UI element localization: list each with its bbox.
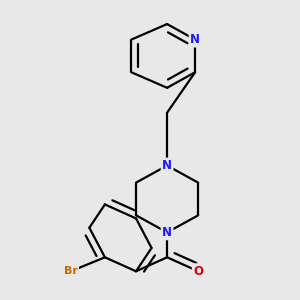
Text: Br: Br [64,266,78,276]
Text: N: N [162,159,172,172]
Text: O: O [193,265,203,278]
Text: N: N [190,33,200,46]
Text: N: N [162,226,172,239]
